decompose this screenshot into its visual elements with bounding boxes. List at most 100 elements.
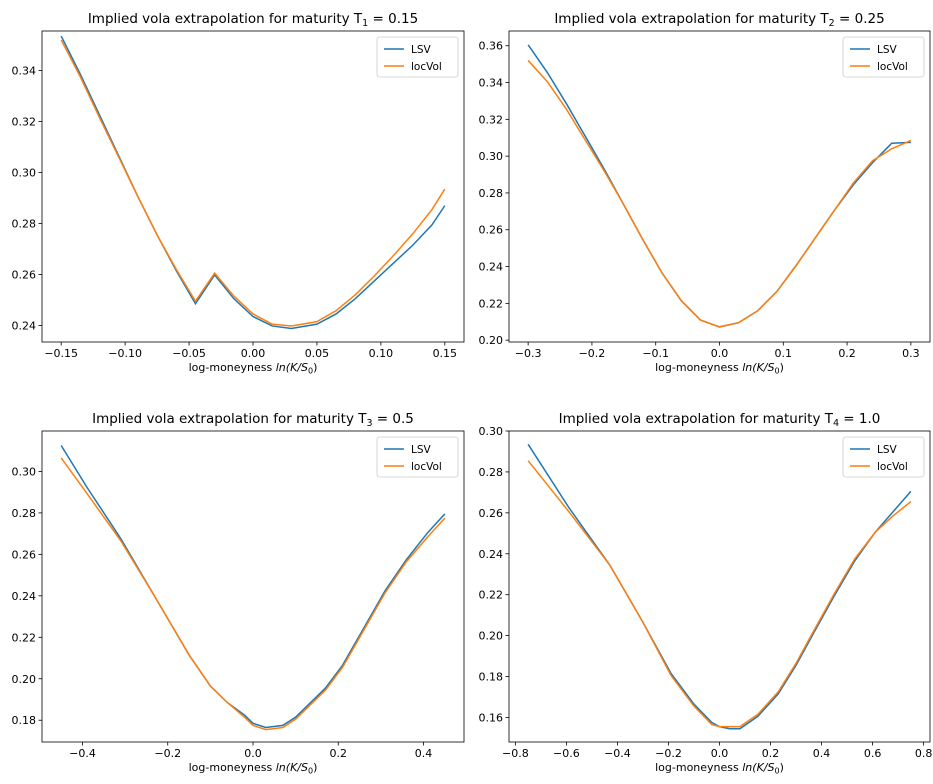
y-tick-label: 0.36 [479, 40, 504, 53]
x-axis-label: log-moneyness ln(K/S0) [189, 361, 318, 376]
y-tick-label: 0.30 [479, 150, 504, 163]
legend-label-lsv: LSV [877, 444, 898, 456]
x-tick-label: 0.05 [305, 347, 330, 360]
x-tick-label: −0.8 [502, 747, 529, 760]
x-tick-label: −0.2 [655, 747, 682, 760]
x-tick-label: −0.2 [154, 747, 181, 760]
legend-label-lsv: LSV [411, 44, 432, 56]
legend-label-locvol: locVol [877, 461, 908, 473]
axes-frame [508, 430, 931, 743]
x-tick-label: −0.1 [642, 347, 669, 360]
title-suffix: = 0.25 [835, 11, 885, 27]
title-prefix: Implied vola extrapolation for maturity … [559, 411, 834, 427]
x-tick-label: 0.3 [902, 347, 920, 360]
x-axis-label: log-moneyness ln(K/S0) [655, 761, 784, 776]
title-suffix: = 0.15 [368, 11, 418, 27]
x-tick-label: 0.4 [415, 747, 433, 760]
subplot-1: −0.15 −0.10 −0.05 0.00 0.05 0.10 0.15 0.24 0.26 0… [12, 11, 465, 376]
x-tick-label: 0.10 [369, 347, 394, 360]
x-tick-label: 0.8 [915, 747, 933, 760]
legend-label-locvol: locVol [411, 461, 442, 473]
title-prefix: Implied vola extrapolation for maturity … [554, 11, 829, 27]
axes-frame [41, 30, 465, 343]
x-tick-label: 0.2 [762, 747, 780, 760]
x-tick-label: 0.0 [244, 747, 262, 760]
y-tick-label: 0.22 [479, 589, 504, 602]
subplot-4: −0.8 −0.6 −0.4 −0.2 0.0 0.2 0.4 0.6 0.8 0.16 0.18 0… [479, 411, 933, 776]
chart-title: Implied vola extrapolation for maturity … [88, 11, 418, 29]
series-line-locvol [60, 39, 446, 327]
subplot-2: −0.3 −0.2 −0.1 0.0 0.1 0.2 0.3 0.20 0.22 0.24 0.26… [479, 11, 931, 376]
x-tick-label: 0.1 [775, 347, 793, 360]
x-axis-label: log-moneyness ln(K/S0) [189, 761, 318, 776]
chart-title: Implied vola extrapolation for maturity … [554, 11, 884, 29]
x-tick-label: −0.05 [172, 347, 206, 360]
x-tick-label: −0.3 [515, 347, 542, 360]
series-line-lsv [60, 35, 446, 330]
series-line-locvol [527, 59, 912, 328]
title-suffix: = 1.0 [839, 411, 880, 427]
chart-title: Implied vola extrapolation for maturity … [92, 411, 414, 429]
y-tick-label: 0.20 [479, 334, 504, 347]
legend-label-locvol: locVol [877, 61, 908, 73]
series-line-lsv [527, 44, 911, 328]
title-prefix: Implied vola extrapolation for maturity … [92, 411, 367, 427]
title-prefix: Implied vola extrapolation for maturity … [88, 11, 363, 27]
x-tick-label: 0.15 [433, 347, 458, 360]
x-tick-label: −0.6 [553, 747, 580, 760]
legend-label-locvol: locVol [411, 61, 442, 73]
y-tick-label: 0.34 [12, 65, 37, 78]
y-tick-label: 0.28 [479, 466, 504, 479]
x-tick-label: −0.4 [604, 747, 631, 760]
x-tick-label: −0.10 [108, 347, 142, 360]
y-tick-label: 0.18 [12, 714, 37, 727]
y-tick-label: 0.16 [479, 711, 504, 724]
title-subscript: 2 [829, 18, 835, 29]
y-tick-label: 0.32 [12, 115, 37, 128]
series-line-locvol [60, 457, 446, 731]
y-tick-label: 0.18 [479, 671, 504, 684]
legend-label-lsv: LSV [411, 444, 432, 456]
y-tick-label: 0.20 [479, 630, 504, 643]
y-tick-label: 0.26 [479, 507, 504, 520]
title-subscript: 4 [833, 418, 839, 429]
axes-frame [41, 430, 465, 743]
x-tick-label: −0.15 [44, 347, 78, 360]
y-tick-label: 0.22 [12, 631, 37, 644]
y-tick-label: 0.26 [12, 268, 37, 281]
title-subscript: 1 [362, 18, 368, 29]
legend-box [842, 436, 925, 478]
y-tick-label: 0.34 [479, 77, 504, 90]
y-tick-label: 0.24 [479, 548, 504, 561]
y-tick-label: 0.28 [12, 507, 37, 520]
series-line-lsv [527, 443, 912, 730]
x-tick-label: −0.4 [69, 747, 96, 760]
y-tick-label: 0.30 [12, 166, 37, 179]
x-axis-label: log-moneyness ln(K/S0) [655, 361, 784, 376]
y-tick-label: 0.24 [12, 319, 37, 332]
y-tick-label: 0.26 [12, 548, 37, 561]
title-suffix: = 0.5 [373, 411, 414, 427]
y-tick-label: 0.20 [12, 673, 37, 686]
legend-box [376, 436, 459, 478]
x-tick-label: 0.00 [241, 347, 266, 360]
y-tick-label: 0.22 [479, 297, 504, 310]
subplot-3: −0.4 −0.2 0.0 0.2 0.4 0.18 0.20 0.22 0.24 0.26 0.2… [12, 411, 465, 776]
axes-frame [508, 30, 931, 343]
x-tick-label: 0.6 [864, 747, 882, 760]
y-tick-label: 0.24 [479, 261, 504, 274]
y-tick-label: 0.32 [479, 113, 504, 126]
y-tick-label: 0.26 [479, 224, 504, 237]
legend-box [376, 36, 459, 78]
legend-label-lsv: LSV [877, 44, 898, 56]
y-tick-label: 0.30 [12, 465, 37, 478]
y-tick-label: 0.24 [12, 590, 37, 603]
x-tick-label: −0.2 [579, 347, 606, 360]
x-tick-label: 0.2 [838, 347, 856, 360]
y-tick-label: 0.28 [12, 217, 37, 230]
x-tick-label: 0.0 [711, 747, 729, 760]
x-tick-label: 0.2 [330, 747, 348, 760]
x-tick-label: 0.0 [711, 347, 729, 360]
series-line-lsv [60, 445, 446, 729]
